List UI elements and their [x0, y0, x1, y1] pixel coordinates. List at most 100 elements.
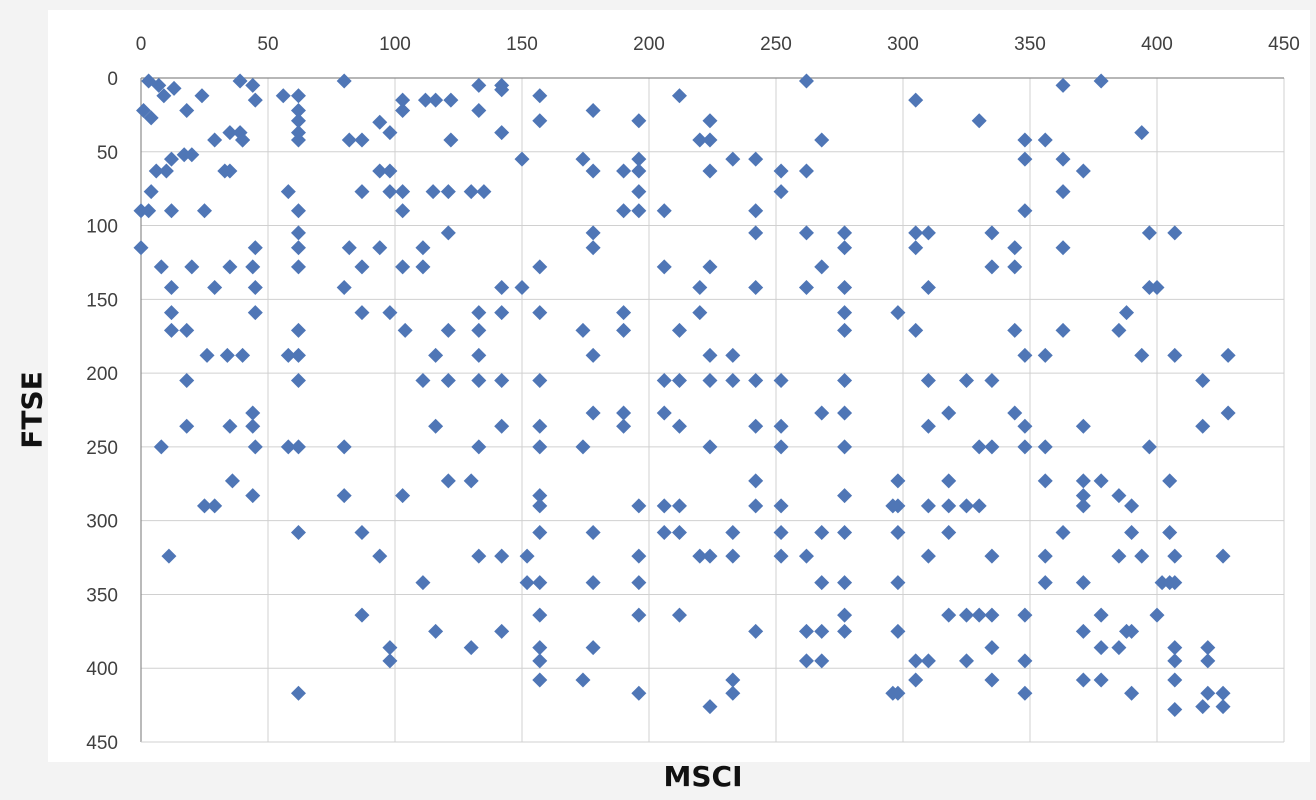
data-point: [207, 280, 223, 296]
data-point: [1124, 524, 1140, 540]
data-point: [1149, 280, 1165, 296]
data-point: [908, 322, 924, 338]
data-point: [1017, 151, 1033, 167]
data-point: [532, 439, 548, 455]
data-point: [837, 623, 853, 639]
data-point: [885, 498, 901, 514]
data-point: [908, 240, 924, 256]
data-point: [908, 672, 924, 688]
data-point: [984, 672, 1000, 688]
data-point: [532, 372, 548, 388]
data-point: [941, 607, 957, 623]
data-point: [984, 259, 1000, 275]
data-point: [1195, 418, 1211, 434]
data-point: [494, 305, 510, 321]
data-point: [532, 498, 548, 514]
data-point: [890, 473, 906, 489]
data-point: [671, 372, 687, 388]
data-point: [798, 163, 814, 179]
data-point: [247, 240, 263, 256]
data-point: [941, 524, 957, 540]
data-point: [748, 623, 764, 639]
data-point: [1200, 685, 1216, 701]
data-point: [440, 372, 456, 388]
data-point: [443, 132, 459, 148]
data-point: [143, 110, 159, 126]
data-point: [245, 259, 261, 275]
data-point: [748, 280, 764, 296]
data-point: [336, 280, 352, 296]
y-tick-label: 400: [86, 659, 118, 680]
data-point: [773, 524, 789, 540]
data-point: [1007, 240, 1023, 256]
y-axis-title: FTSE: [15, 371, 49, 449]
data-point: [748, 372, 764, 388]
data-point: [814, 653, 830, 669]
data-point: [814, 405, 830, 421]
data-point: [207, 498, 223, 514]
data-point: [1017, 685, 1033, 701]
data-point: [179, 372, 195, 388]
data-point: [372, 240, 388, 256]
data-point: [1162, 473, 1178, 489]
data-point: [1220, 405, 1236, 421]
data-point: [585, 240, 601, 256]
data-point: [372, 114, 388, 130]
data-point: [1037, 473, 1053, 489]
data-point: [471, 305, 487, 321]
data-point: [224, 473, 240, 489]
data-point: [671, 418, 687, 434]
data-point: [532, 575, 548, 591]
x-tick-label: 100: [379, 34, 411, 55]
data-point: [941, 405, 957, 421]
x-axis-title: MSCI: [663, 760, 743, 793]
data-point: [631, 163, 647, 179]
data-point: [702, 259, 718, 275]
data-point: [532, 653, 548, 669]
data-point: [179, 102, 195, 118]
data-point: [463, 640, 479, 656]
data-point: [692, 548, 708, 564]
data-point: [971, 113, 987, 129]
data-point: [837, 607, 853, 623]
data-point: [280, 184, 296, 200]
data-point: [837, 225, 853, 241]
data-point: [984, 439, 1000, 455]
data-point: [631, 498, 647, 514]
x-tick-label: 250: [760, 34, 792, 55]
data-point: [837, 405, 853, 421]
data-point: [1055, 151, 1071, 167]
data-point: [1093, 473, 1109, 489]
y-tick-label: 150: [86, 290, 118, 311]
data-point: [1055, 240, 1071, 256]
data-point: [959, 498, 974, 514]
data-point: [631, 685, 647, 701]
data-point: [290, 322, 306, 338]
data-point: [290, 524, 306, 540]
data-point: [471, 77, 487, 93]
data-point: [890, 623, 906, 639]
data-point: [1134, 125, 1150, 141]
data-point: [382, 653, 398, 669]
data-point: [725, 685, 741, 701]
data-point: [773, 548, 789, 564]
data-point: [471, 548, 487, 564]
data-point: [1093, 607, 1109, 623]
data-point: [166, 80, 182, 96]
data-point: [148, 163, 164, 179]
y-tick-label: 300: [86, 512, 118, 533]
data-point: [290, 240, 306, 256]
data-point: [1075, 473, 1091, 489]
data-point: [471, 347, 487, 363]
data-point: [194, 88, 210, 104]
data-point: [1195, 699, 1211, 715]
data-point: [532, 488, 548, 504]
data-point: [1215, 699, 1231, 715]
data-point: [1124, 685, 1140, 701]
data-point: [585, 575, 601, 591]
data-point: [247, 439, 263, 455]
data-point: [1119, 305, 1135, 321]
data-point: [702, 439, 718, 455]
data-point: [798, 73, 814, 89]
data-point: [1220, 347, 1236, 363]
